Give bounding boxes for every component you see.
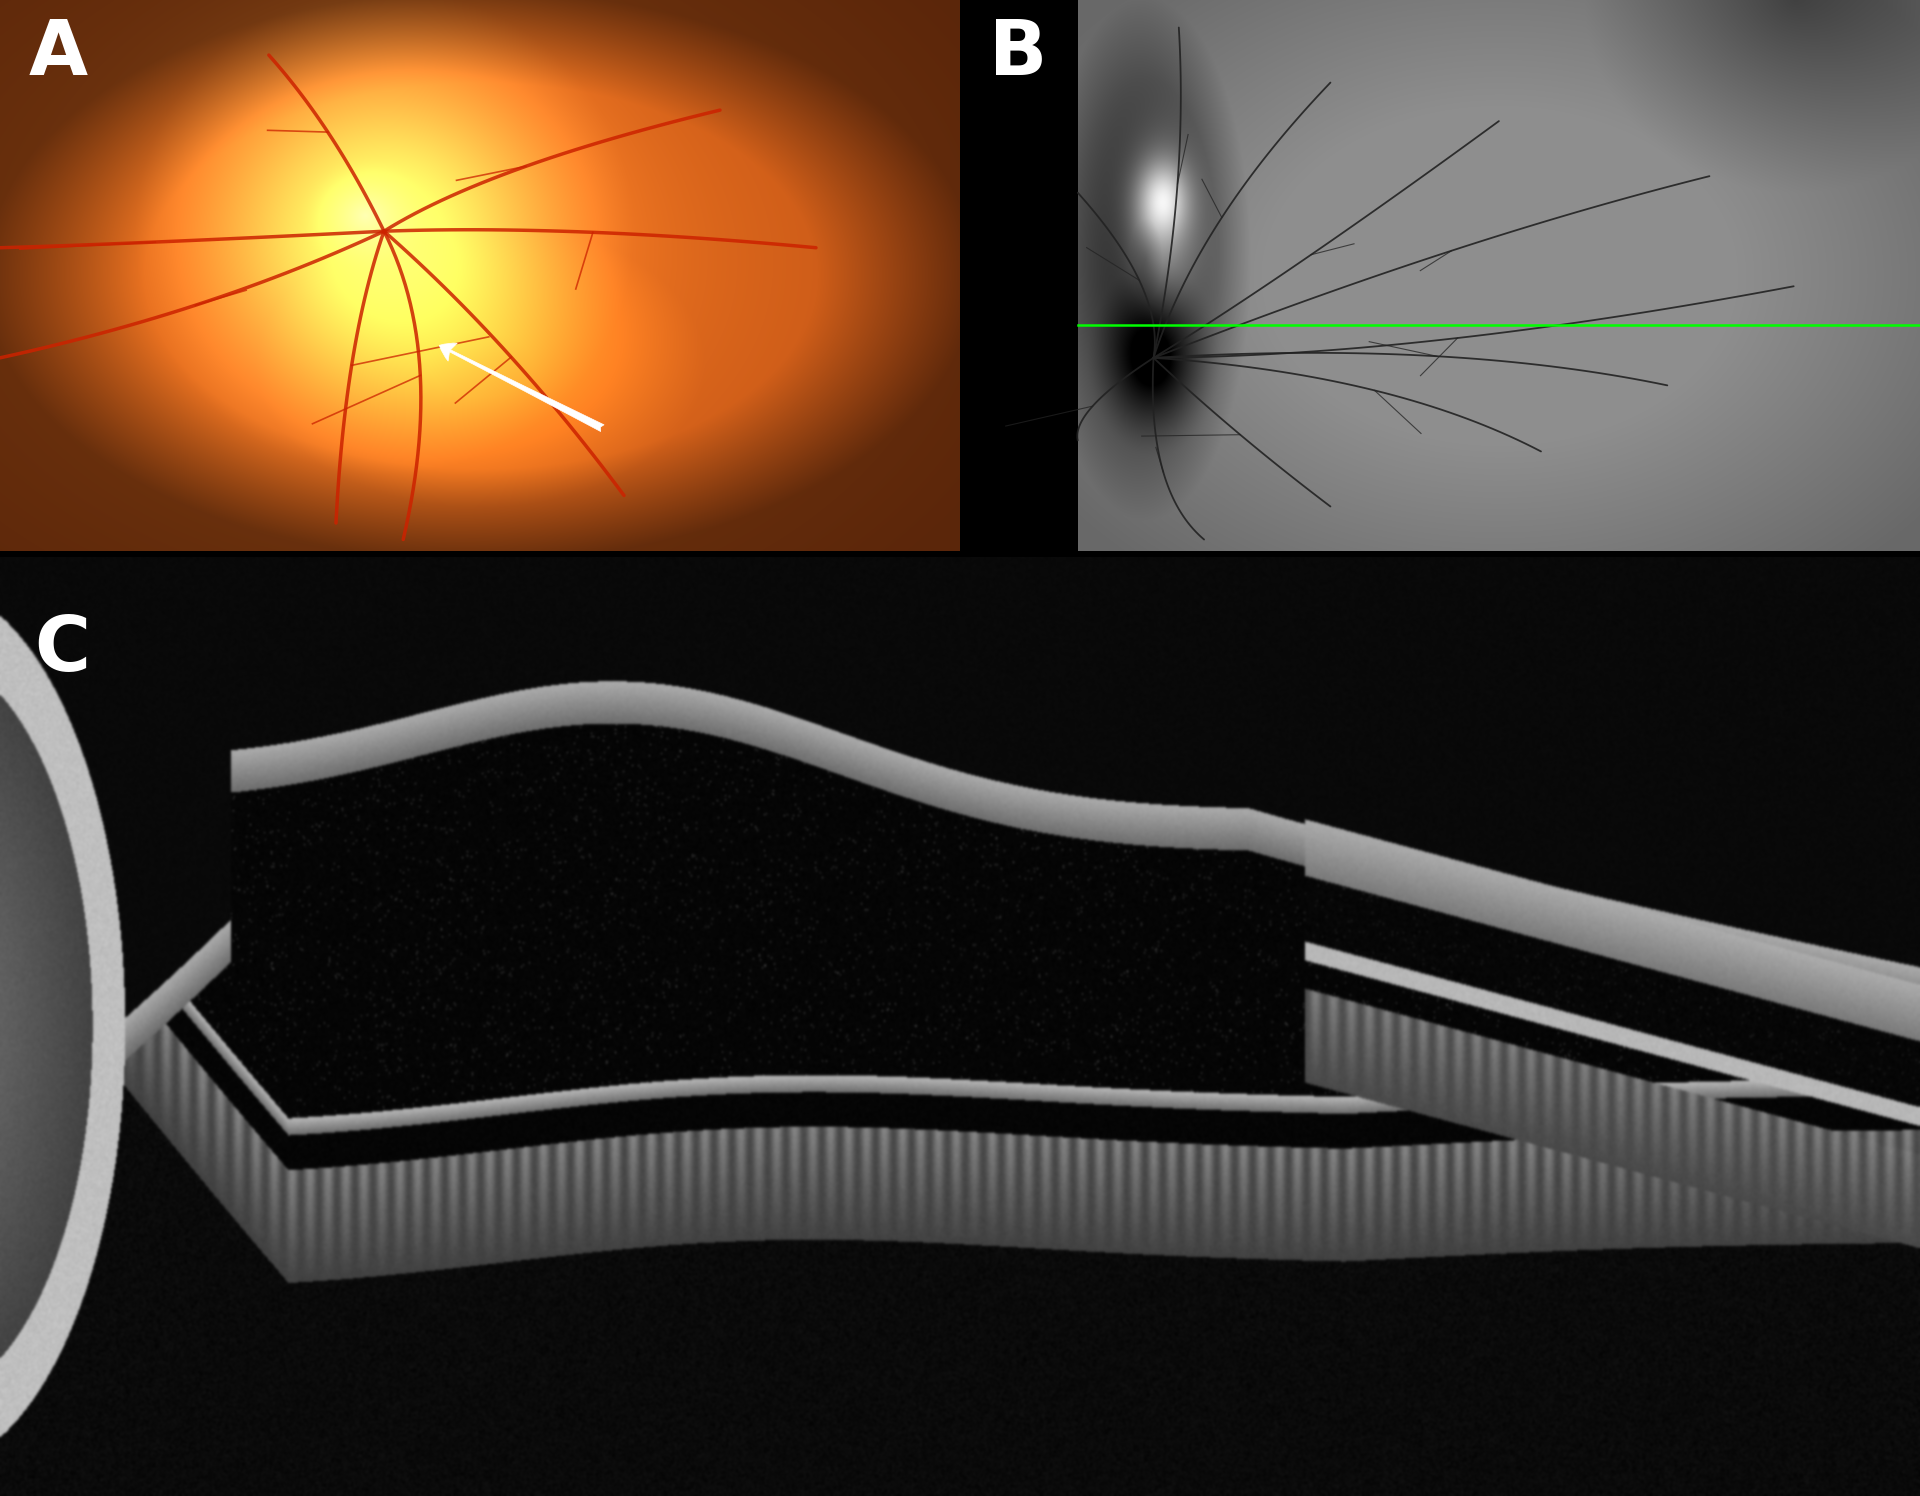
Text: A: A	[29, 16, 88, 91]
Text: C: C	[35, 613, 90, 687]
Text: B: B	[989, 16, 1046, 91]
